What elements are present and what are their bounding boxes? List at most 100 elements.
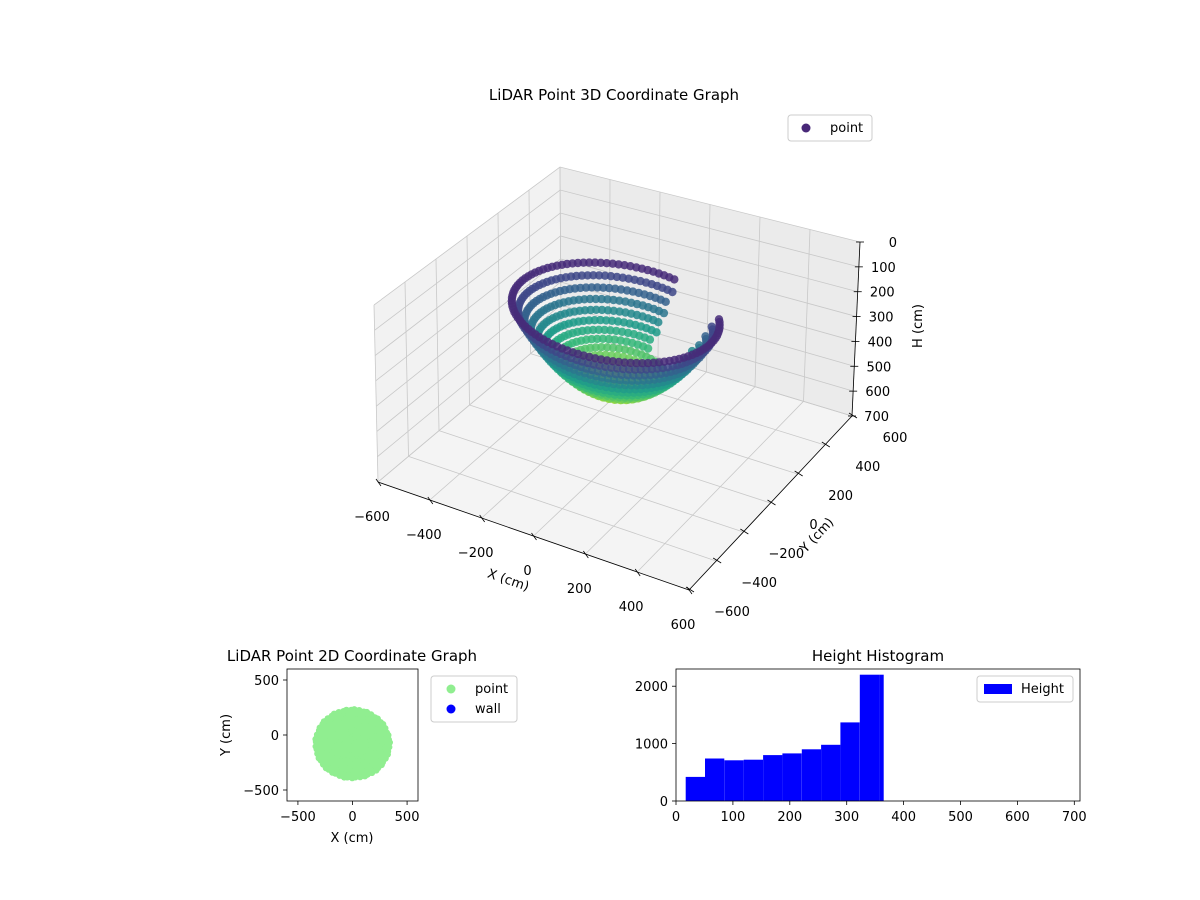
legend-2d-label-wall: wall [475, 702, 501, 717]
x-tick-label-histogram: 500 [948, 810, 973, 825]
ticks-histogram: 0 100 200 300 400 500 600 700 0 1000 2000 [635, 680, 1087, 825]
data-point-2d [329, 769, 336, 776]
histogram-bar [743, 759, 763, 801]
plot-3d: LiDAR Point 3D Coordinate Graph −600 −400… [354, 86, 926, 633]
data-point-3d [597, 305, 607, 315]
y-axis-line [688, 415, 853, 591]
data-point-3d [659, 308, 669, 318]
y-tick-label-3d: 0 [809, 518, 817, 533]
x-tick-label-3d: 0 [523, 564, 531, 579]
x-tick-3d [479, 514, 485, 523]
z-tick-label-3d: 500 [866, 360, 891, 375]
data-point-3d [590, 258, 600, 267]
data-point-2d [386, 739, 393, 746]
legend-3d-marker-point [801, 123, 811, 133]
x-tick-label-3d: 600 [671, 618, 696, 633]
x-tick-3d [583, 550, 589, 559]
data-point-3d [643, 344, 653, 353]
plot-3d-title: LiDAR Point 3D Coordinate Graph [489, 86, 739, 104]
x-tick-label-histogram: 600 [1005, 810, 1030, 825]
data-point-3d [600, 325, 609, 335]
z-tick-label-3d: 700 [864, 410, 889, 425]
y-tick-3d [712, 557, 722, 564]
x-tick-label-histogram: 100 [720, 810, 745, 825]
data-point-2d [361, 773, 369, 780]
x-tick-label-3d: −400 [406, 528, 442, 543]
x-tick-3d [531, 532, 537, 541]
x-tick-label-2d: 0 [348, 810, 356, 825]
data-point-3d [568, 348, 577, 357]
y-tick-label-2d: 0 [271, 729, 279, 744]
histogram-bar [705, 758, 725, 801]
legend-histogram-frame [976, 675, 1074, 703]
data-point-3d [638, 359, 647, 368]
y-tick-label-2d: −500 [243, 784, 279, 799]
data-point-3d [668, 287, 677, 297]
data-point-3d [594, 271, 604, 280]
data-point-2d [379, 721, 387, 728]
data-point-3d [636, 365, 645, 374]
y-axis-label-2d: Y (cm) [219, 714, 234, 757]
plot-2d: LiDAR Point 2D Coordinate Graph −500−500… [219, 647, 518, 846]
y-tick-label-histogram: 1000 [635, 738, 668, 753]
data-point-2d [312, 735, 319, 743]
data-point-3d [603, 295, 612, 304]
data-point-3d [604, 334, 613, 344]
data-point-3d [661, 297, 670, 306]
y-tick-3d [821, 441, 831, 448]
data-point-2d [385, 731, 392, 739]
y-tick-3d [767, 499, 776, 506]
y-tick-3d [740, 528, 749, 535]
data-point-3d [654, 318, 663, 327]
z-axis-label-3d: H (cm) [911, 304, 926, 348]
x-tick-label-2d: −500 [280, 810, 316, 825]
histogram-bar [763, 755, 783, 801]
x-tick-label-histogram: 200 [777, 810, 802, 825]
x-tick-label-2d: 500 [395, 810, 420, 825]
point-cloud-2d [312, 706, 393, 782]
legend-3d: point [787, 114, 873, 142]
data-point-3d [603, 343, 612, 352]
x-tick-label-3d: −200 [458, 546, 494, 561]
histogram-bar [724, 760, 744, 801]
histogram-bar [801, 749, 822, 801]
data-point-2d [384, 751, 391, 758]
z-tick-label-3d: 0 [889, 236, 897, 251]
z-tick-label-3d: 400 [868, 335, 893, 350]
histogram-title: Height Histogram [812, 647, 944, 665]
data-point-2d [341, 774, 348, 781]
histogram-bar [879, 674, 884, 801]
data-point-3d [596, 315, 605, 325]
data-point-3d [632, 358, 641, 368]
data-point-2d [356, 773, 364, 781]
ticks-2d: −500−500 0 0 500 500 [243, 674, 419, 825]
y-tick-3d [848, 412, 858, 419]
histogram-bar [685, 776, 705, 801]
point-cloud-3d [507, 258, 724, 405]
histogram-bar [782, 753, 802, 801]
x-tick-3d [375, 478, 382, 487]
x-tick-label-histogram: 300 [834, 810, 859, 825]
data-point-2d [356, 707, 363, 714]
x-tick-label-histogram: 400 [891, 810, 916, 825]
data-point-2d [330, 710, 338, 717]
z-axis-line [851, 241, 861, 417]
ticks-3d: −600−400−2000200400600−600−400−200020040… [354, 236, 907, 633]
x-tick-3d [634, 568, 641, 577]
data-point-2d [373, 767, 380, 774]
y-tick-label-3d: 600 [883, 431, 908, 446]
data-point-3d [608, 259, 617, 268]
legend-histogram-label: Height [1021, 682, 1064, 697]
histogram-bar [840, 722, 860, 801]
x-tick-label-3d: 200 [567, 582, 592, 597]
plot-histogram: Height Histogram 0 100 200 300 400 500 600 7000… [635, 647, 1087, 825]
z-tick-label-3d: 100 [871, 261, 896, 276]
data-point-3d [652, 328, 661, 337]
y-tick-label-3d: −400 [741, 576, 777, 591]
histogram-frame-border [675, 668, 1081, 802]
data-point-2d [351, 706, 358, 713]
legend-histogram-swatch [984, 684, 1012, 694]
x-tick-label-histogram: 0 [672, 810, 680, 825]
x-tick-label-3d: −600 [354, 510, 390, 525]
legend-2d-marker-wall [446, 704, 456, 714]
